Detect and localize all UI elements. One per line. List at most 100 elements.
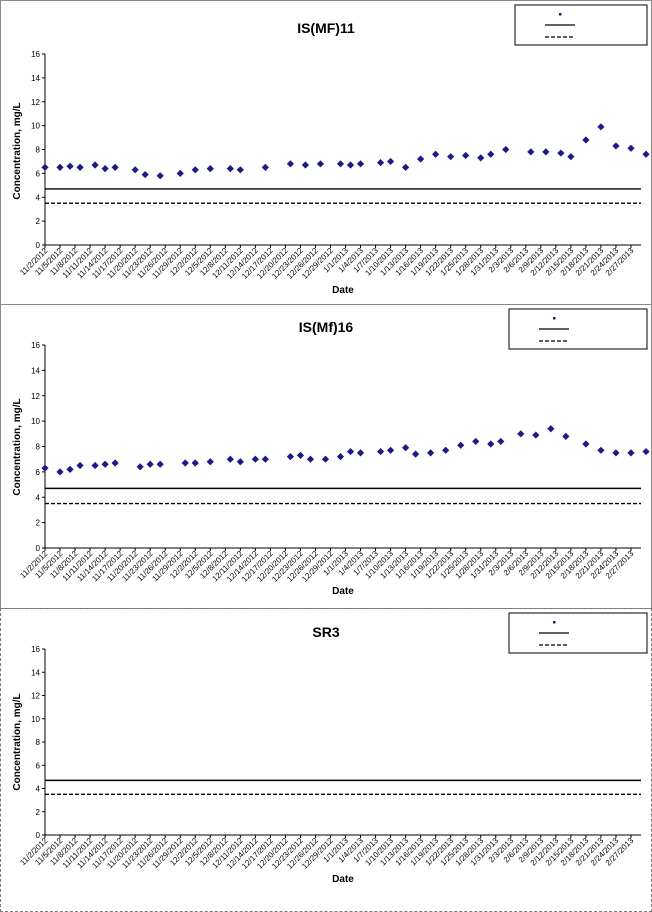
data-point [296, 451, 305, 459]
data-point [532, 431, 540, 439]
data-point [597, 123, 605, 131]
data-point [612, 449, 620, 457]
y-tick-label: 4 [36, 785, 41, 794]
data-point [236, 166, 244, 174]
y-tick-label: 6 [36, 468, 41, 477]
data-point [146, 460, 154, 468]
data-point [582, 440, 590, 448]
chart-title: SR3 [312, 624, 339, 640]
data-point [356, 449, 365, 457]
chart-panel-sr3: SR3 0 2 4 6 8 10 12 14 16 11/2/2012 11/5/2012 11/8/2… [0, 608, 652, 912]
y-tick-label: 8 [36, 738, 41, 747]
y-tick-label: 6 [36, 761, 41, 770]
data-point [66, 465, 74, 473]
y-tick-label: 2 [36, 519, 41, 528]
y-axis-title: Concentration, mg/L [12, 398, 23, 495]
legend [514, 4, 648, 46]
data-point [181, 459, 189, 467]
data-point [261, 455, 269, 463]
legend [508, 308, 648, 350]
data-point [261, 163, 269, 172]
data-point [346, 161, 355, 169]
data-point [386, 446, 395, 454]
data-point [306, 455, 315, 463]
y-tick-label: 16 [31, 645, 40, 654]
data-point [91, 461, 99, 470]
data-point [236, 458, 244, 466]
chart-sr3: SR3024681012141611/2/201211/5/201211/8/2… [12, 612, 648, 885]
data-point [582, 136, 590, 144]
data-point [156, 172, 164, 180]
data-point [66, 162, 74, 170]
data-point [136, 463, 144, 471]
legend-marker-swatch [559, 13, 562, 16]
data-point [91, 161, 99, 169]
data-point [432, 150, 440, 158]
y-tick-label: 10 [31, 715, 40, 724]
data-point [336, 453, 345, 461]
y-tick-label: 16 [31, 50, 40, 59]
data-point [562, 432, 570, 440]
data-point [497, 437, 505, 446]
x-axis-title: Date [332, 285, 354, 296]
data-point [402, 163, 410, 172]
x-axis-title: Date [332, 586, 354, 597]
data-point [251, 455, 259, 463]
chart-title: IS(Mf)16 [299, 319, 354, 335]
data-point [176, 169, 184, 177]
y-tick-label: 14 [31, 668, 40, 677]
data-point [642, 150, 650, 158]
data-point [101, 460, 109, 468]
data-point [527, 148, 535, 156]
y-tick-label: 8 [36, 443, 41, 452]
data-point [627, 449, 635, 457]
data-point [472, 437, 480, 446]
chart-panel-is-mf-11: IS(MF)11 0 2 4 6 8 10 12 14 16 11/2/2012 11/5/2012 1… [0, 0, 652, 305]
y-tick-label: 10 [31, 122, 40, 131]
data-point [226, 455, 234, 463]
y-tick-label: 0 [36, 831, 41, 840]
data-point [457, 441, 465, 449]
data-point [612, 142, 620, 150]
data-point [191, 166, 199, 174]
chart-is-mf-11: IS(MF)11024681012141611/2/201211/5/20121… [12, 4, 650, 296]
data-point [412, 450, 420, 458]
y-tick-label: 10 [31, 417, 40, 426]
data-point [76, 461, 84, 470]
data-point [642, 447, 650, 456]
data-point [141, 170, 149, 179]
data-point [567, 153, 575, 161]
y-axis-title: Concentration, mg/L [12, 693, 23, 790]
data-point [356, 160, 365, 168]
data-point [417, 155, 425, 163]
data-point [462, 151, 470, 160]
data-point [286, 453, 295, 461]
data-point [346, 447, 355, 456]
y-tick-label: 4 [36, 193, 41, 202]
data-point [321, 455, 330, 463]
data-point [131, 166, 139, 174]
data-point [111, 163, 119, 172]
data-point [316, 160, 325, 168]
data-point [517, 430, 525, 438]
data-point [442, 446, 450, 454]
legend-marker-swatch [553, 317, 556, 320]
data-point [286, 160, 295, 168]
legend [508, 612, 648, 654]
data-point [56, 468, 64, 476]
chart-title: IS(MF)11 [297, 20, 355, 36]
y-tick-label: 14 [31, 74, 40, 83]
data-point [386, 157, 395, 166]
data-point [376, 159, 385, 167]
y-tick-label: 2 [36, 217, 41, 226]
data-point [156, 460, 164, 468]
chart-panel-is-mf-16: IS(Mf)16 0 2 4 6 8 10 12 14 16 11/2/2012 11/5/2012 1… [0, 304, 652, 609]
data-point [336, 160, 345, 168]
y-tick-label: 6 [36, 169, 41, 178]
y-tick-label: 12 [31, 98, 40, 107]
data-point [597, 446, 605, 454]
data-point [101, 165, 109, 173]
legend-marker-swatch [553, 621, 556, 624]
data-point [627, 144, 635, 152]
y-tick-label: 4 [36, 493, 41, 502]
